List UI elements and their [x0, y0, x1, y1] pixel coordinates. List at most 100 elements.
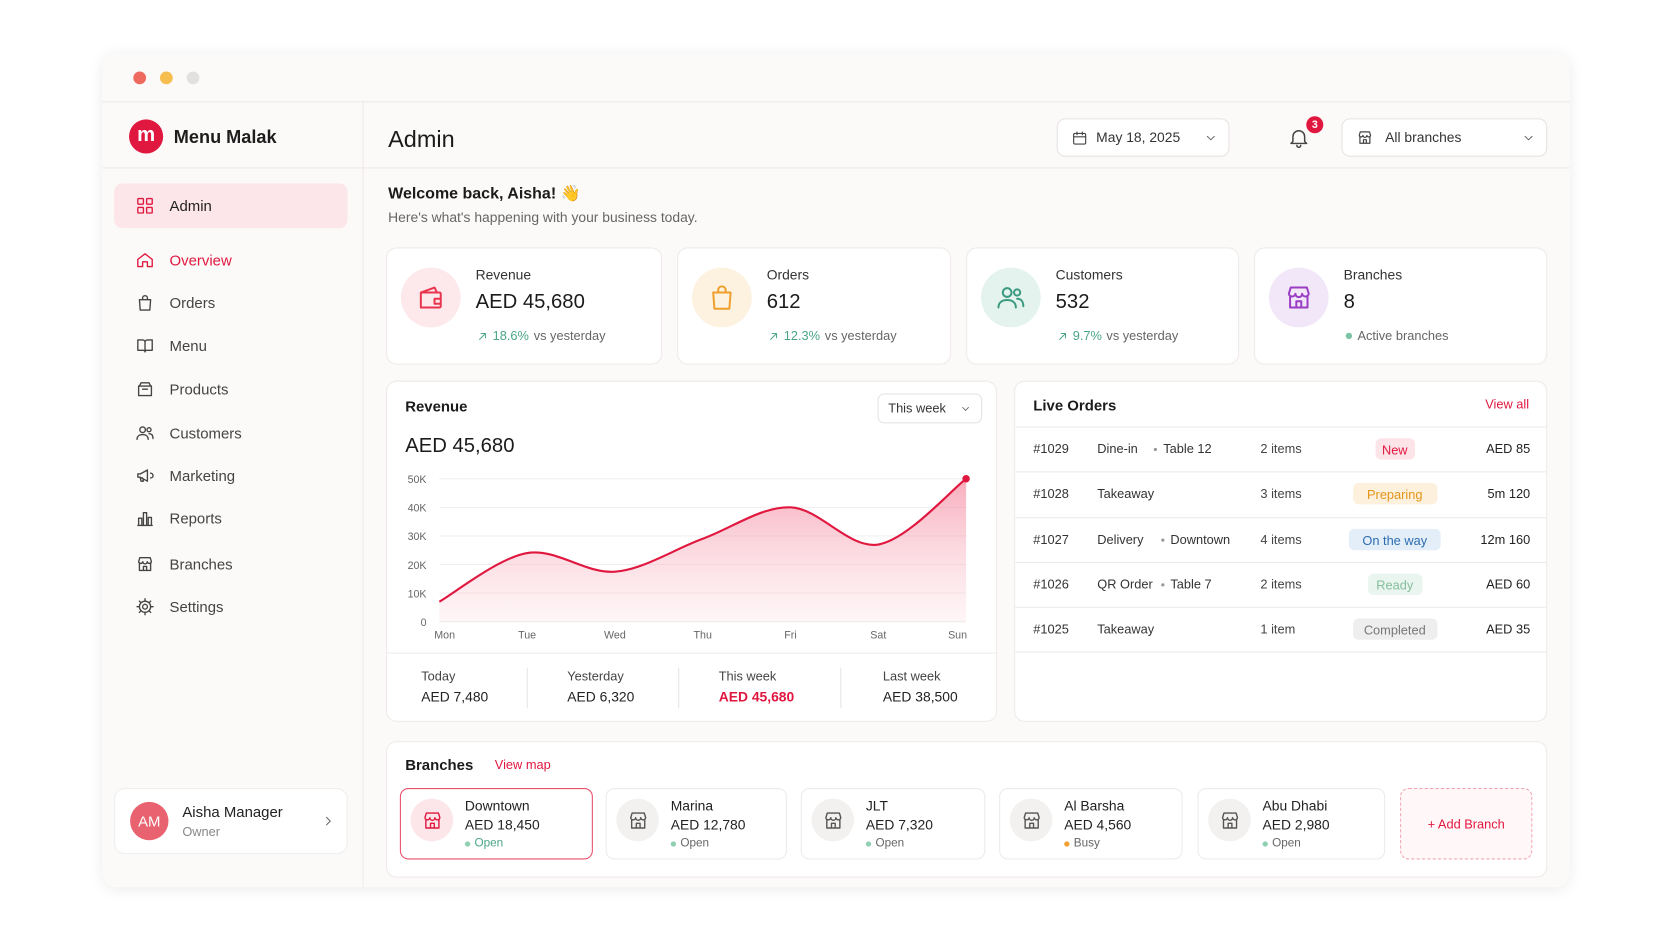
order-items: 2 items: [1260, 576, 1302, 592]
branch-revenue: AED 18,450: [464, 817, 540, 834]
separator-dot: [1160, 583, 1164, 587]
row-divider: [1015, 517, 1547, 519]
user-name: Aisha Manager: [182, 802, 283, 820]
order-detail: Downtown: [1170, 532, 1231, 548]
view-map-link[interactable]: View map: [494, 757, 551, 773]
branch-status: Open: [875, 836, 905, 850]
stat-change: 18.6%: [492, 328, 529, 344]
summary-value: AED 45,680: [718, 689, 795, 706]
branch-revenue: AED 2,980: [1262, 817, 1330, 834]
welcome-title: Welcome back, Aisha! 👋: [388, 184, 581, 203]
order-amount: AED 60: [1486, 576, 1531, 592]
order-status: Ready: [1376, 577, 1414, 593]
order-type: Takeaway: [1097, 486, 1155, 502]
row-divider: [1015, 426, 1547, 428]
user-role: Owner: [182, 824, 221, 840]
order-amount: AED 35: [1486, 621, 1531, 637]
branch-name: Downtown: [464, 797, 530, 814]
branch-status: Busy: [1073, 836, 1100, 850]
branch-icon: [423, 811, 441, 829]
close-dot[interactable]: [133, 71, 147, 85]
notification-badge: [1306, 116, 1324, 134]
logo: [129, 119, 164, 154]
end-point: [962, 475, 970, 483]
branch-revenue: AED 12,780: [670, 817, 746, 834]
branch-select[interactable]: [1341, 118, 1548, 157]
workspace-item[interactable]: [114, 183, 348, 229]
separator-dot: [1153, 447, 1157, 452]
maximize-dot[interactable]: [186, 71, 200, 85]
summary-value: AED 6,320: [567, 689, 635, 706]
status-dot: [865, 841, 872, 847]
nav-icon: [136, 598, 154, 616]
row-divider: [1015, 471, 1547, 473]
area: [439, 478, 967, 622]
add-branch-label[interactable]: + Add Branch: [1427, 816, 1505, 832]
bell-icon: [1290, 129, 1308, 149]
live-orders-card: [1014, 380, 1548, 722]
workspace-label: Admin: [169, 196, 212, 214]
y-tick-label: 50K: [408, 474, 427, 486]
stat-icon: [1287, 286, 1310, 309]
status-dot: [1064, 841, 1070, 847]
branch-status: Open: [680, 836, 710, 850]
nav-label: Products: [169, 380, 229, 398]
order-items: 3 items: [1260, 486, 1302, 502]
stat-label: Revenue: [475, 266, 532, 283]
stat-change: 12.3%: [783, 328, 821, 344]
summary-separator: [526, 667, 528, 709]
order-amount: 5m 120: [1487, 486, 1531, 502]
x-tick-label: Fri: [784, 630, 796, 642]
x-tick-label: Sat: [870, 630, 886, 642]
trend-icon: [478, 332, 486, 340]
nav-label: Menu: [169, 336, 207, 354]
nav-icon: [137, 511, 153, 527]
minimize-dot[interactable]: [159, 71, 173, 85]
summary-label: Last week: [882, 668, 941, 684]
order-type: Dine-in: [1097, 441, 1138, 457]
stat-icon-bg: [400, 267, 461, 328]
row-divider: [1015, 561, 1547, 564]
card-title: Branches: [405, 755, 474, 773]
branch-icon: [1022, 811, 1040, 829]
header-divider: [102, 167, 1570, 169]
order-items: 1 item: [1260, 621, 1296, 637]
x-tick-label: Tue: [518, 630, 536, 642]
stat-icon: [712, 285, 732, 310]
title-bar-divider: [102, 101, 1570, 103]
branch-icon: [824, 811, 841, 829]
calendar-icon: [1072, 130, 1086, 145]
nav-icon: [136, 426, 154, 441]
nav-label: Orders: [169, 293, 216, 311]
status-pill: [1352, 483, 1437, 505]
status-dot: [1262, 841, 1268, 847]
status-pill: [1348, 528, 1441, 551]
order-detail: Table 7: [1170, 576, 1212, 592]
summary-separator: [678, 667, 680, 709]
period-select[interactable]: [877, 393, 983, 424]
stat-note: vs yesterday: [824, 328, 897, 344]
card-title: Live Orders: [1033, 396, 1117, 414]
summary-divider: [387, 652, 996, 654]
x-tick-label: Thu: [694, 630, 712, 642]
nav-label: Customers: [169, 423, 242, 441]
trend-icon: [1058, 332, 1066, 340]
card-title: Revenue: [405, 397, 468, 415]
stat-note: vs yesterday: [533, 328, 606, 344]
separator-dot: [1160, 538, 1164, 542]
line: [438, 477, 967, 603]
y-tick-label: 0: [421, 617, 427, 629]
branch-icon: [629, 811, 646, 829]
y-tick-label: 20K: [408, 560, 427, 572]
branch-name: Abu Dhabi: [1262, 797, 1328, 814]
branch-revenue: AED 7,320: [865, 817, 933, 834]
y-tick-label: 40K: [408, 503, 427, 515]
order-status: On the way: [1362, 533, 1428, 549]
stat-value: 612: [766, 290, 801, 314]
view-all-link[interactable]: View all: [1485, 396, 1530, 412]
add-branch-tile[interactable]: [1400, 788, 1533, 860]
order-type: QR Order: [1097, 576, 1153, 592]
x-tick-label: Sun: [948, 630, 967, 642]
